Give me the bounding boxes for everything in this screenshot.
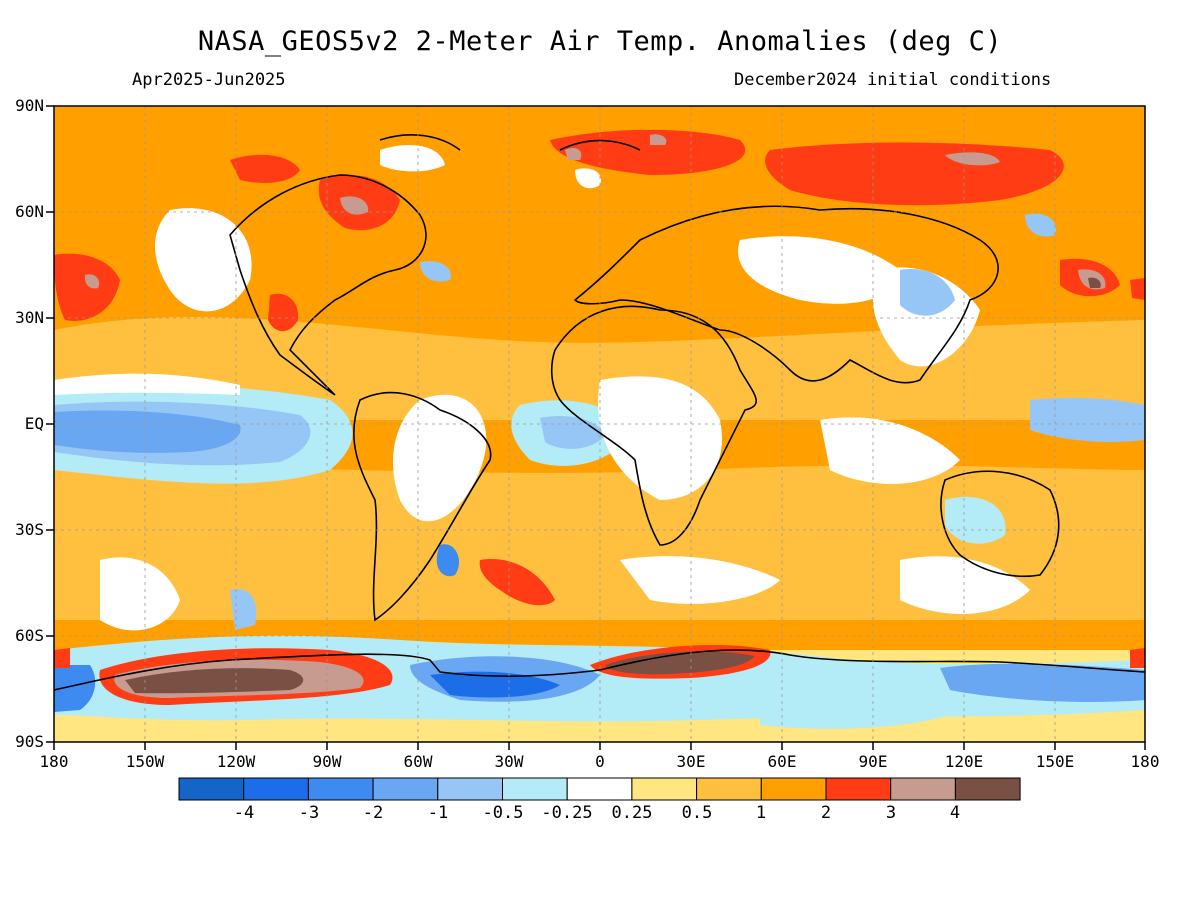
lat-label: 30S — [15, 520, 44, 539]
anomaly-field — [54, 106, 1145, 742]
coastlines — [54, 134, 1145, 691]
colorbar-swatch — [502, 777, 568, 801]
colorbar-swatch — [372, 777, 439, 801]
lat-label: 90N — [15, 96, 44, 115]
colorbar-label: -4 — [233, 803, 255, 823]
lon-label: 30W — [494, 752, 524, 771]
colorbar-swatch — [760, 777, 827, 801]
axis-ticks — [46, 105, 1146, 750]
colorbar-label: -1 — [427, 803, 449, 823]
lon-label: 60W — [403, 752, 433, 771]
map-title: NASA_GEOS5v2 2-Meter Air Temp. Anomalies… — [197, 26, 1003, 57]
lat-label: 30N — [15, 308, 44, 327]
colorbar-label: 2 — [820, 803, 832, 823]
colorbar — [178, 777, 1021, 801]
colorbar-label: 0.5 — [681, 803, 713, 823]
lat-label: EQ — [24, 414, 44, 433]
colorbar-label: 0.25 — [611, 803, 653, 823]
lon-label: 180 — [1130, 752, 1160, 771]
colorbar-swatch — [566, 777, 633, 801]
lat-label: 60N — [15, 202, 44, 221]
graticule — [54, 106, 1145, 742]
lon-label: 90E — [858, 752, 888, 771]
lon-label: 180 — [39, 752, 69, 771]
colorbar-swatch — [437, 777, 503, 801]
colorbar-swatch — [631, 777, 698, 801]
colorbar-label: -0.5 — [482, 803, 524, 823]
colorbar-label: 3 — [885, 803, 897, 823]
lon-label: 150E — [1035, 752, 1075, 771]
lon-label: 120E — [944, 752, 984, 771]
colorbar-swatch — [696, 777, 762, 801]
colorbar-swatch — [178, 777, 245, 801]
colorbar-label: -0.25 — [541, 803, 593, 823]
lon-label: 120W — [216, 752, 256, 771]
lon-label: 0 — [595, 752, 605, 771]
colorbar-swatch — [825, 777, 892, 801]
colorbar-swatch — [954, 777, 1021, 801]
lon-label: 30E — [676, 752, 706, 771]
colorbar-label: 1 — [755, 803, 767, 823]
colorbar-label: 4 — [949, 803, 961, 823]
colorbar-label: -2 — [362, 803, 384, 823]
lat-label: 60S — [15, 626, 44, 645]
colorbar-swatch — [243, 777, 309, 801]
colorbar-swatch — [890, 777, 956, 801]
initial-conditions: December2024 initial conditions — [734, 70, 1052, 90]
lon-label: 90W — [312, 752, 342, 771]
forecast-period: Apr2025-Jun2025 — [132, 70, 286, 90]
colorbar-swatch — [307, 777, 374, 801]
lon-label: 150W — [125, 752, 165, 771]
lon-label: 60E — [767, 752, 797, 771]
lat-label: 90S — [15, 732, 44, 751]
colorbar-label: -3 — [298, 803, 320, 823]
